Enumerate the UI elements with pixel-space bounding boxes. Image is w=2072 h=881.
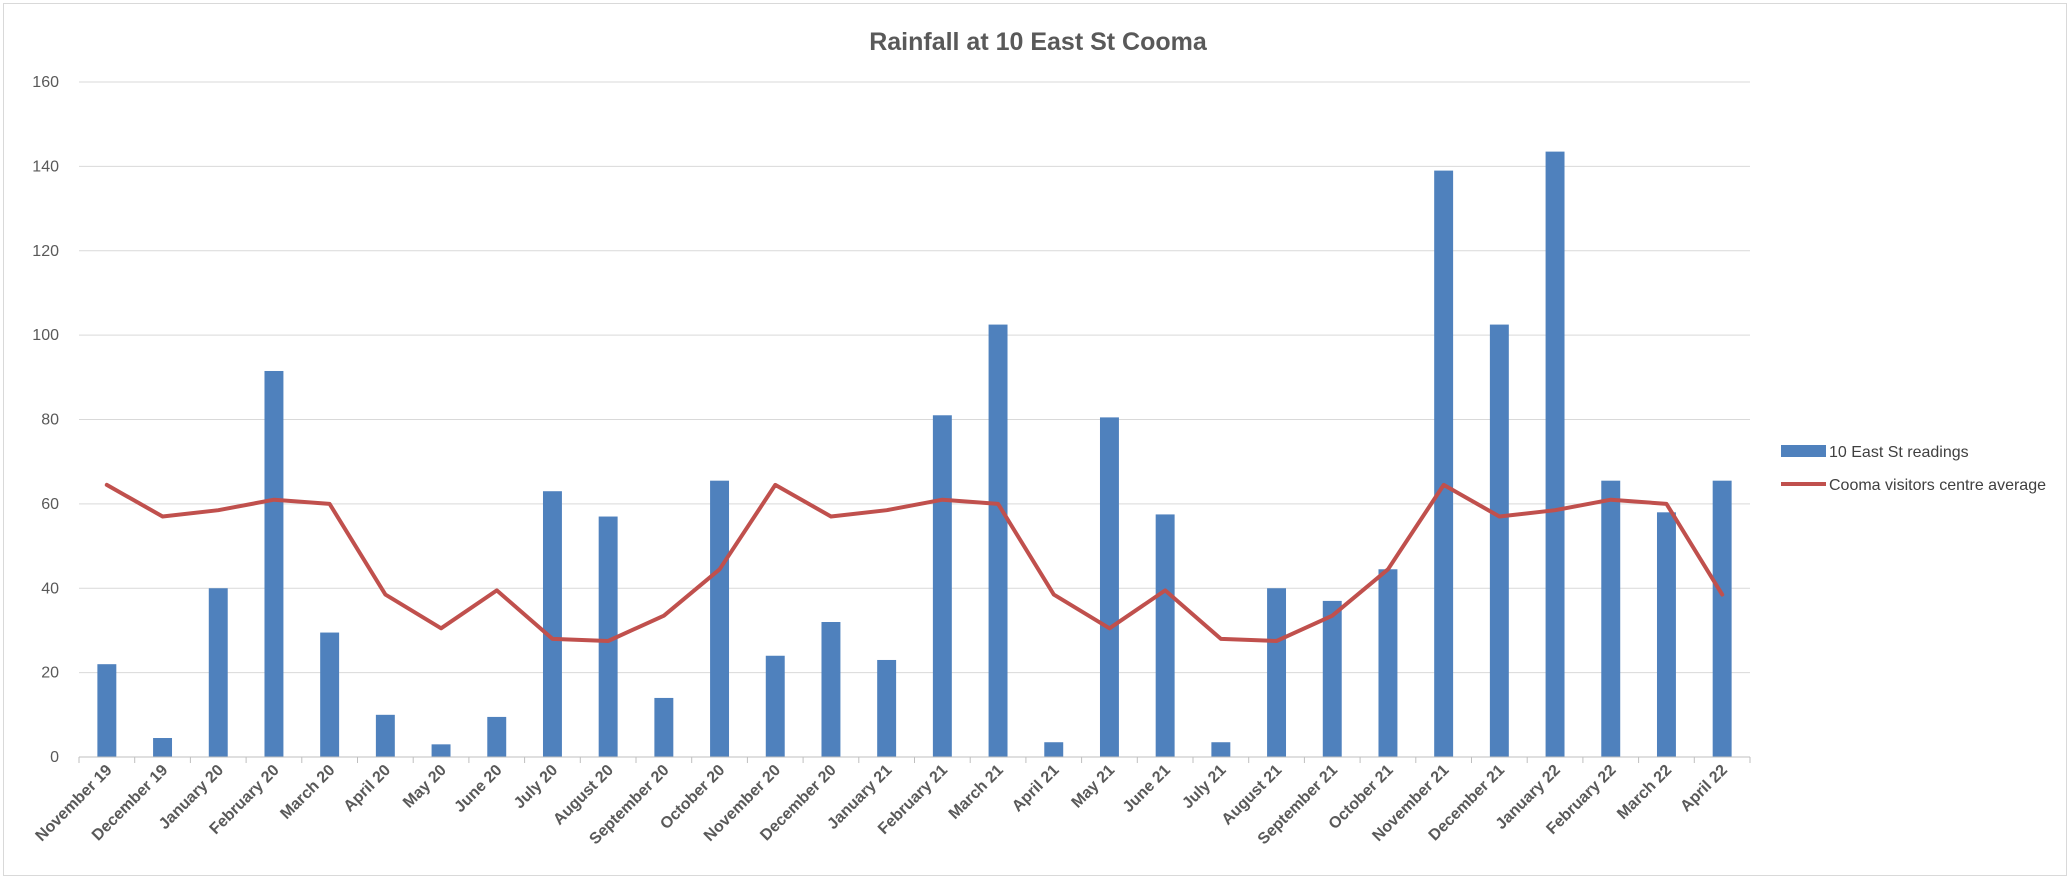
y-tick-label: 80 [41, 412, 59, 429]
bar [1545, 151, 1565, 757]
legend-label: Cooma visitors centre average [1829, 477, 2046, 494]
bar [487, 716, 507, 757]
x-tick-label: June 20 [451, 762, 505, 816]
bar [1322, 600, 1342, 757]
chart-title: Rainfall at 10 East St Cooma [869, 28, 1208, 56]
y-tick-label: 120 [32, 243, 59, 260]
bar [932, 415, 952, 757]
bar [877, 659, 897, 757]
bar [264, 370, 284, 757]
bar [988, 324, 1008, 757]
y-tick-label: 100 [32, 327, 59, 344]
bar [431, 744, 451, 757]
bar [1044, 742, 1064, 757]
bar [654, 697, 674, 757]
x-tick-label: April 21 [1009, 762, 1063, 816]
x-tick-label: March 22 [1614, 762, 1675, 823]
bar [1656, 512, 1676, 757]
bar [97, 664, 117, 757]
bar [1601, 480, 1621, 757]
bar [542, 491, 562, 757]
bar [1489, 324, 1509, 757]
bar [1211, 742, 1231, 757]
bar [208, 588, 228, 757]
y-tick-label: 0 [50, 749, 59, 766]
x-tick-label: May 21 [1069, 762, 1119, 812]
bar [1378, 569, 1398, 757]
bar [598, 516, 618, 757]
bar [375, 714, 395, 757]
legend-swatch-bar [1781, 445, 1826, 457]
y-tick-label: 60 [41, 496, 59, 513]
bar [1099, 417, 1119, 757]
rainfall-chart: Rainfall at 10 East St Cooma 0 20 40 60 80 10… [32, 28, 2046, 848]
legend: 10 East St readings Cooma visitors centre… [1781, 444, 2046, 494]
bar [710, 480, 730, 757]
line-series [104, 482, 1725, 643]
bar-series [97, 151, 1732, 757]
y-tick-label: 140 [32, 158, 59, 175]
bar [765, 655, 785, 757]
chart-frame: Rainfall at 10 East St Cooma 0 20 40 60 80 10… [3, 3, 2067, 876]
x-tick-label: May 20 [400, 762, 450, 812]
x-tick-label: July 21 [1179, 762, 1229, 812]
bar [153, 738, 173, 757]
x-tick-label: April 22 [1677, 762, 1731, 816]
bar [1155, 514, 1175, 757]
bar [320, 632, 340, 757]
legend-label: 10 East St readings [1829, 444, 1969, 461]
x-tick-label: July 20 [511, 762, 561, 812]
line-series-path [104, 482, 1725, 643]
bar [821, 622, 841, 757]
y-tick-label: 40 [41, 580, 59, 597]
y-tick-label: 20 [41, 665, 59, 682]
x-tick-label: April 20 [341, 762, 395, 816]
x-tick-label: March 20 [277, 762, 338, 823]
x-tick-label: June 21 [1120, 762, 1174, 816]
y-tick-label: 160 [32, 74, 59, 91]
bar [1434, 170, 1454, 757]
bar [1267, 588, 1287, 757]
bar [1712, 480, 1732, 757]
x-tick-label: March 21 [946, 762, 1007, 823]
